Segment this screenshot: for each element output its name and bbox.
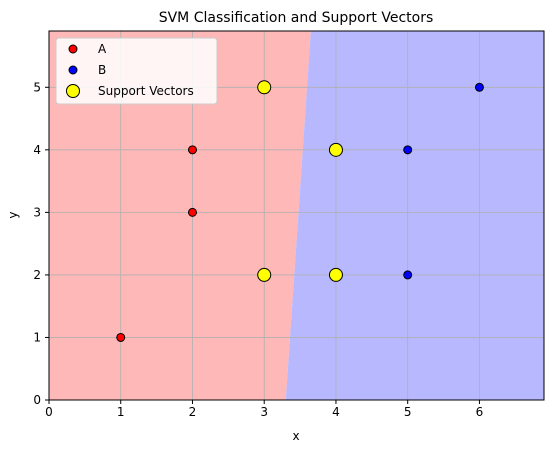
region-class-b — [285, 31, 544, 400]
data-point-a — [187, 207, 197, 217]
support-vector-point — [257, 267, 272, 282]
legend-marker-support-vectors — [66, 84, 80, 98]
axes: 0 1 2 3 4 5 6 0 1 2 3 4 5 — [33, 30, 545, 419]
data-point-a — [187, 145, 197, 155]
x-tick-label: 0 — [45, 405, 53, 419]
data-point-a — [116, 332, 126, 342]
y-tick-label: 2 — [33, 268, 41, 282]
data-point-b — [403, 145, 413, 155]
data-point-b — [474, 82, 484, 92]
plot-frame — [48, 30, 545, 401]
y-tick-label: 5 — [33, 80, 41, 94]
y-tick-label: 4 — [33, 143, 41, 157]
x-tick-label: 5 — [404, 405, 412, 419]
legend-label: Support Vectors — [98, 84, 194, 98]
x-tick-label: 2 — [189, 405, 197, 419]
legend-label: A — [98, 42, 107, 56]
x-tick-label: 4 — [332, 405, 340, 419]
y-tick-label: 3 — [33, 205, 41, 219]
y-tick-label: 0 — [33, 393, 41, 407]
x-tick-label: 1 — [117, 405, 125, 419]
x-axis-label: x — [292, 429, 299, 443]
y-axis-label: y — [6, 211, 20, 218]
support-vector-point — [328, 142, 343, 157]
legend-marker-b — [68, 65, 78, 75]
data-point-b — [403, 270, 413, 280]
legend: AB Support Vectors — [55, 37, 218, 105]
chart-title: SVM Classification and Support Vectors — [159, 10, 434, 26]
legend-label: B — [98, 63, 106, 77]
support-vector-point — [257, 80, 272, 95]
legend-box — [55, 37, 218, 105]
y-tick-label: 1 — [33, 330, 41, 344]
support-vector-point — [328, 267, 343, 282]
legend-marker-a — [68, 44, 78, 54]
plot-area — [48, 31, 544, 401]
region-class-a — [49, 31, 311, 400]
x-tick-label: 3 — [260, 405, 268, 419]
x-tick-label: 6 — [476, 405, 484, 419]
